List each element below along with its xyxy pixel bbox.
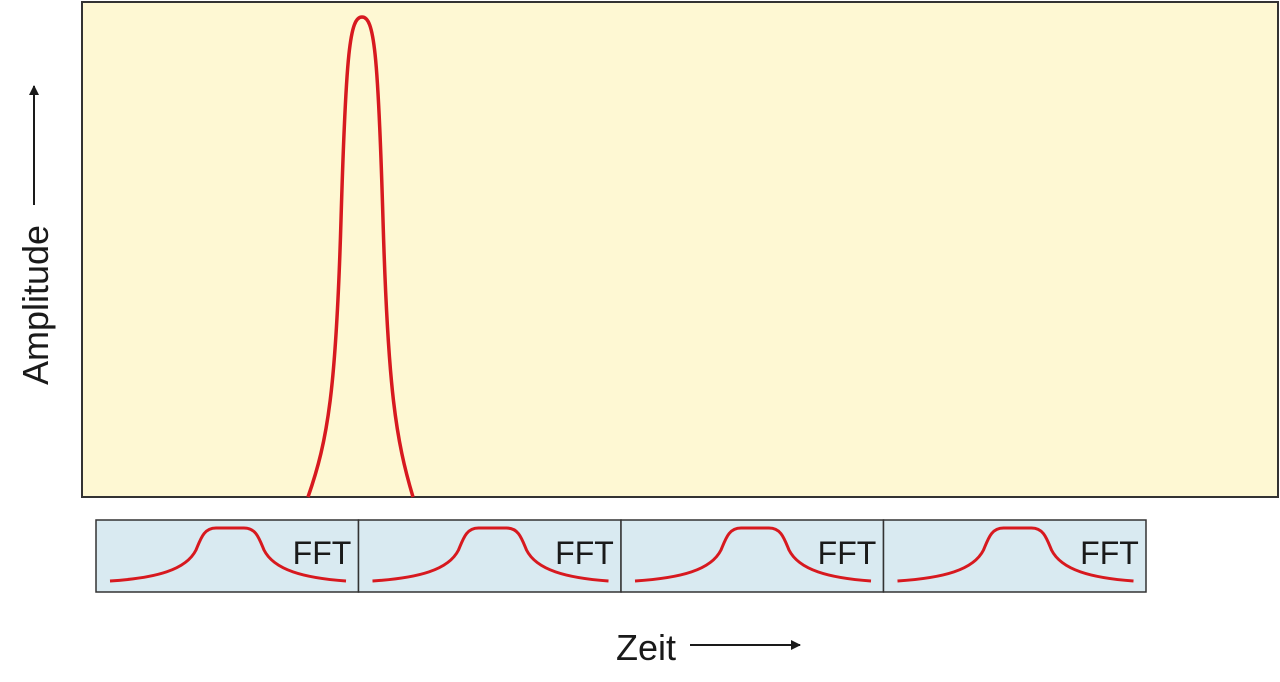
x-axis-label: Zeit <box>616 627 676 668</box>
plot-area <box>81 1 1279 498</box>
y-axis-label: Amplitude <box>15 225 56 385</box>
window-curve <box>372 526 609 583</box>
fft-label: FFT <box>1080 535 1139 571</box>
fft-windows: FFT FFT FFT FFT <box>95 519 1147 593</box>
pulse <box>306 15 415 498</box>
fft-window-box <box>95 519 360 593</box>
fft-label: FFT <box>293 535 352 571</box>
fft-window-box <box>882 519 1147 593</box>
fft-window-box <box>620 519 885 593</box>
window-curve <box>897 526 1134 583</box>
window-curve <box>109 526 347 583</box>
window-curve <box>634 526 872 583</box>
fft-window-box <box>357 519 622 593</box>
fft-label: FFT <box>818 535 877 571</box>
fft-label: FFT <box>555 535 614 571</box>
